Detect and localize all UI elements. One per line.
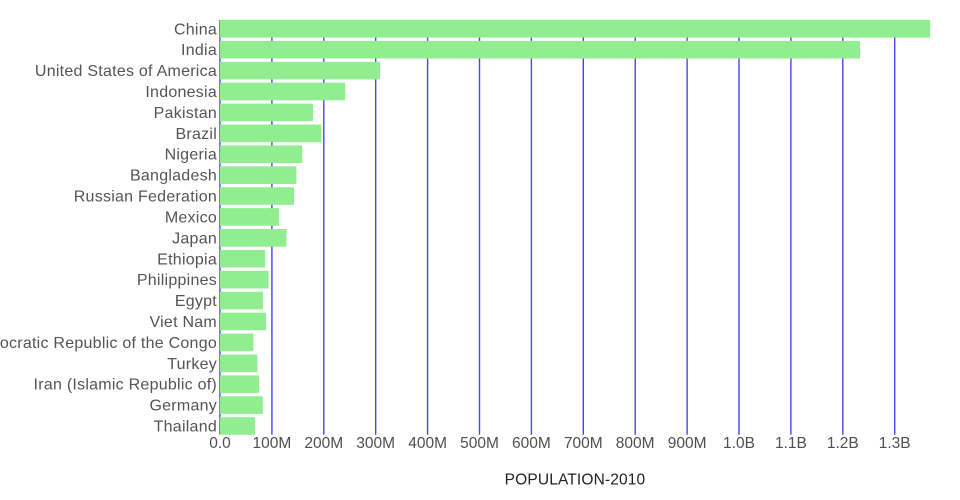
svg-text:100M: 100M xyxy=(253,435,292,452)
svg-text:Ethiopia: Ethiopia xyxy=(157,251,217,268)
svg-text:500M: 500M xyxy=(460,435,499,452)
svg-text:1.2B: 1.2B xyxy=(827,435,859,452)
svg-text:1.0B: 1.0B xyxy=(723,435,755,452)
svg-text:Mexico: Mexico xyxy=(165,209,217,226)
svg-text:800M: 800M xyxy=(616,435,655,452)
svg-text:1.1B: 1.1B xyxy=(775,435,807,452)
svg-text:Democratic Republic of the Con: Democratic Republic of the Congo xyxy=(0,335,217,352)
svg-text:600M: 600M xyxy=(512,435,551,452)
svg-text:Iran (Islamic Republic of): Iran (Islamic Republic of) xyxy=(34,377,217,394)
svg-text:China: China xyxy=(174,21,217,38)
svg-text:Germany: Germany xyxy=(149,398,217,415)
svg-text:India: India xyxy=(181,42,217,59)
svg-text:1.3B: 1.3B xyxy=(879,435,911,452)
svg-text:900M: 900M xyxy=(668,435,707,452)
svg-text:POPULATION-2010: POPULATION-2010 xyxy=(505,472,646,489)
svg-text:0.0: 0.0 xyxy=(209,435,231,452)
svg-text:United States of America: United States of America xyxy=(35,63,217,80)
svg-text:Brazil: Brazil xyxy=(175,126,217,143)
svg-text:Viet Nam: Viet Nam xyxy=(149,314,217,331)
svg-text:Turkey: Turkey xyxy=(167,356,217,373)
svg-text:300M: 300M xyxy=(356,435,395,452)
svg-text:Bangladesh: Bangladesh xyxy=(130,168,217,185)
svg-text:700M: 700M xyxy=(564,435,603,452)
svg-text:Pakistan: Pakistan xyxy=(154,105,217,122)
svg-text:400M: 400M xyxy=(408,435,447,452)
svg-text:Philippines: Philippines xyxy=(137,272,217,289)
svg-text:Japan: Japan xyxy=(172,230,217,247)
svg-text:200M: 200M xyxy=(304,435,343,452)
svg-text:Russian Federation: Russian Federation xyxy=(74,189,217,206)
svg-text:Thailand: Thailand xyxy=(154,419,217,436)
svg-text:Nigeria: Nigeria xyxy=(165,147,217,164)
svg-text:Egypt: Egypt xyxy=(175,293,217,310)
svg-text:Indonesia: Indonesia xyxy=(145,84,217,101)
